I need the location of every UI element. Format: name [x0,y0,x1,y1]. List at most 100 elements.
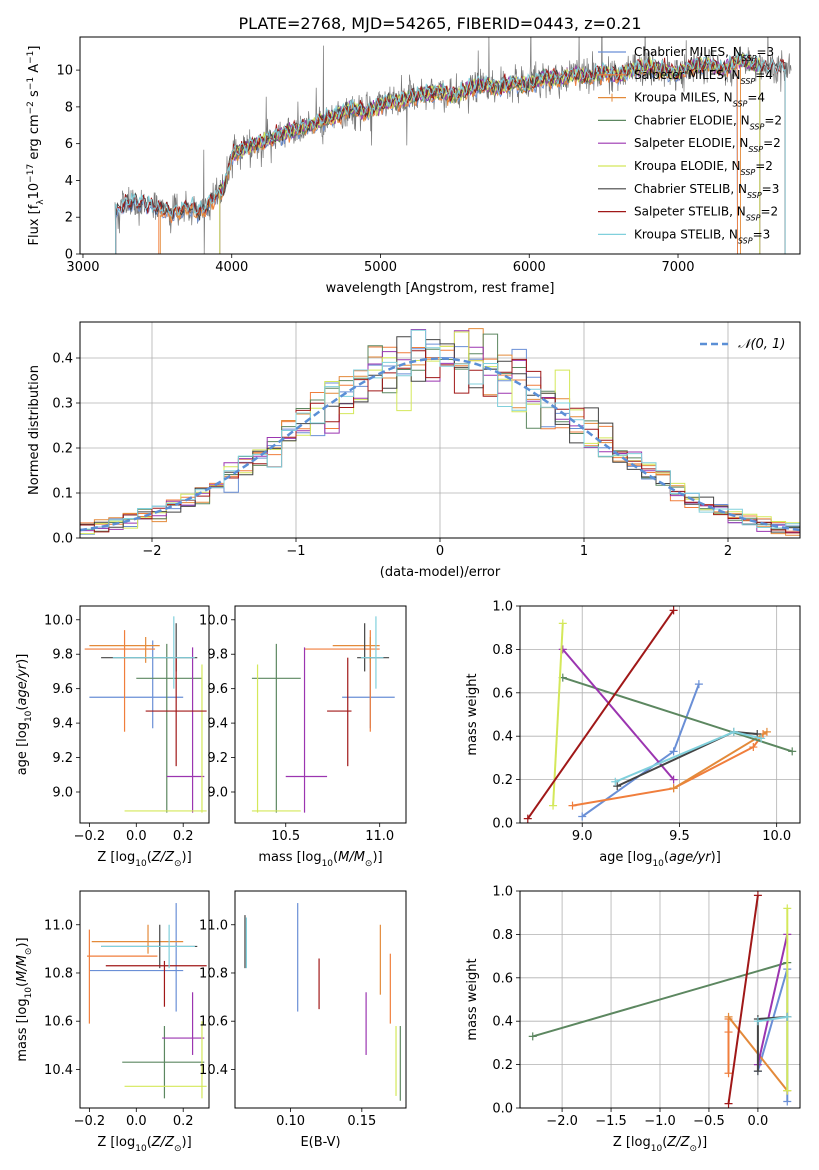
weight_vs_age-point [613,782,622,791]
age_vs_Z-errorbar [89,640,184,729]
weight_vs_Z-point [528,1032,537,1041]
spectrum-xtick-label: 3000 [66,260,99,275]
weight_vs_age-point [757,734,766,743]
weight_vs_age-point [762,727,771,736]
age_vs_mass-xtick-label: 10.5 [271,829,300,844]
weight_vs_Z-xtick-label: −2.0 [546,1114,578,1129]
weight_vs_Z-axes-frame [519,890,801,1109]
age_vs_mass-ytick-label: 10.0 [199,613,228,628]
age_vs_Z-ytick-label: 9.6 [52,682,73,697]
spectrum-xlabel: wavelength [Angstrom, rest frame] [326,281,555,296]
weight_vs_Z-point [753,891,762,900]
mass_vs_Z-ytick-label: 10.6 [44,1015,73,1030]
weight_vs_age-ytick-label: 0.2 [492,773,513,788]
mass_vs_EBV-panel: 0.10 0.15 10.4 10.6 10.8 11.0 E(B-V) [199,890,407,1150]
weight_vs_age-series-line [552,623,564,806]
spectrum-ylabel: Flux [fλ10−17 erg cm−2 s−1 A−1] [26,46,46,246]
age_vs_Z-xtick-label: 0.0 [126,829,147,844]
mass_vs_Z-ytick-label: 10.4 [44,1063,73,1078]
age_vs_mass-errorbar [342,640,395,729]
weight_vs_age-xtick-label: 9.0 [572,829,593,844]
residuals-xtick-label: 0 [436,544,444,559]
weight_vs_Z-series-line [727,895,759,1104]
age_vs_Z-axes-frame [79,605,210,824]
weight_vs_age-point [669,606,678,615]
weight_vs_age-series-line [562,676,793,753]
mass_vs_Z-ytick-label: 10.8 [44,966,73,981]
weight_vs_age-series-line [562,648,675,781]
residuals-xtick-label: 1 [580,544,588,559]
spectrum-xtick-label: 7000 [661,260,694,275]
weight_vs_Z-point [724,1028,733,1037]
weight_vs_age-xtick-label: 10.0 [762,829,791,844]
weight_vs_Z-xtick-label: 0.0 [748,1114,769,1129]
legend-label: Salpeter ELODIE, NSSP=2 [634,136,781,154]
weight_vs_age-series-line [614,730,762,783]
residuals-axes-frame [79,321,801,539]
age_vs_mass-xlabel: mass [log10(M/M⊙)] [258,850,382,869]
weight_vs_Z-ytick-label: 0.6 [492,971,513,986]
residuals-xtick-label: 2 [724,544,732,559]
weight_vs_Z-point [724,1099,733,1108]
weight_vs_age-point [611,777,620,786]
mass_vs_Z-errorbar [101,924,195,969]
legend-label: Kroupa MILES, NSSP=4 [634,91,765,109]
weight_vs_Z-series-line [756,968,789,1102]
age_vs_Z-xtick-label: 0.2 [173,829,194,844]
age_vs_Z-errorbar [124,664,207,813]
age_vs_mass-errorbar [251,664,301,813]
age_vs_Z-ytick-label: 10.0 [44,613,73,628]
weight_vs_age-xtick-label: 9.5 [669,829,690,844]
age_vs_Z-ytick-label: 9.8 [52,648,73,663]
mass_vs_Z-errorbar [105,960,207,1007]
weight_vs_Z-point [753,1067,762,1076]
age_vs_mass-panel: 10.5 11.0 9.0 9.2 9.4 9.6 9.8 10.0 mass [log10(M… [199,605,407,869]
age_vs_Z-xlabel: Z [log10(Z/Z⊙)] [97,850,191,869]
age_vs_Z-errorbar [136,643,202,813]
mass_vs_Z-ytick-label: 11.0 [44,918,73,933]
mass_vs_Z-errorbar [87,929,158,1024]
legend-label: Kroupa STELIB, NSSP=3 [634,227,770,245]
age_vs_Z-errorbar [145,657,207,767]
mass_vs_Z-ylabel: mass [log10(M/M⊙)] [15,937,34,1061]
weight_vs_Z-series-line [757,1015,788,1023]
weight_vs_Z-ytick-label: 0.2 [492,1058,513,1073]
weight_vs_Z-xtick-label: −0.5 [693,1114,725,1129]
age_vs_mass-errorbar [327,657,352,767]
weight_vs_age-panel: 9.0 9.5 10.0 0.0 0.2 0.4 0.6 0.8 1.0 age [log10(a… [465,600,801,869]
residuals-ytick-label: 0.4 [52,352,73,367]
weight_vs_Z-series-line [532,961,788,1038]
figure-title: PLATE=2768, MJD=54265, FIBERID=0443, z=0… [238,14,641,33]
weight_vs_age-point [729,727,738,736]
weight_vs_age-point [669,747,678,756]
mass_vs_EBV-xtick-label: 0.15 [347,1114,376,1129]
weight_vs_age-point [568,801,577,810]
weight_vs_Z-xtick-label: −1.0 [644,1114,676,1129]
weight_vs_age-axes-frame [519,605,801,824]
weight_vs_age-point [523,814,532,823]
legend-label: Salpeter MILES, NSSP=4 [634,68,773,86]
weight_vs_age-point [549,801,558,810]
spectrum-axes-frame [79,36,801,255]
residuals-ytick-label: 0.3 [52,397,73,412]
mass_vs_EBV-axes-frame [234,890,407,1109]
spectrum-ytick-label: 2 [65,211,73,226]
spectrum-panel: 3000 4000 5000 6000 7000 0 2 4 6 8 10 wavelength [A… [26,36,801,296]
residuals-ytick-label: 0.0 [52,532,73,547]
weight_vs_age-ytick-label: 0.6 [492,686,513,701]
weight_vs_age-point [669,784,678,793]
age_vs_mass-errorbar [357,623,390,672]
weight_vs_age-point [669,775,678,784]
spectrum-xtick-label: 5000 [364,260,397,275]
weight_vs_Z-series-line [756,934,789,1065]
age_vs_Z-ylabel: age [log10(age/yr)] [15,654,34,776]
weight_vs_age-point [558,645,567,654]
mass_vs_EBV-ytick-label: 11.0 [199,918,228,933]
weight_vs_Z-point [783,904,792,913]
residual-histogram [80,329,800,538]
weight_vs_age-xlabel: age [log10(age/yr)] [599,850,721,869]
spectrum-ytick-label: 0 [65,248,73,263]
weight_vs_Z-point [783,1012,792,1021]
spectrum-ytick-label: 8 [65,100,73,115]
